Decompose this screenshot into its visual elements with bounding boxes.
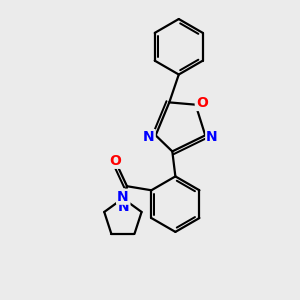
Text: N: N <box>118 200 129 214</box>
Text: N: N <box>206 130 218 144</box>
Text: N: N <box>117 190 129 204</box>
Text: N: N <box>143 130 155 144</box>
Text: O: O <box>109 154 121 168</box>
Text: O: O <box>196 96 208 110</box>
